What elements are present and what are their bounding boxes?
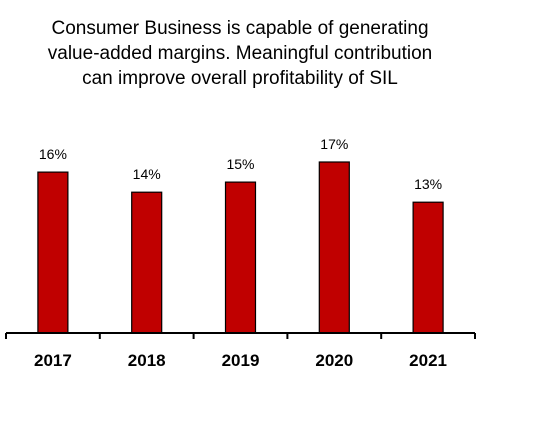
data-label-2017: 16%: [39, 146, 67, 162]
data-label-2018: 14%: [133, 166, 161, 182]
chart-title-line-3: can improve overall profitability of SIL: [82, 68, 398, 89]
data-label-2021: 13%: [414, 176, 442, 192]
x-tick-label-2020: 2020: [315, 351, 353, 370]
x-tick-label-2021: 2021: [409, 351, 447, 370]
data-label-2020: 17%: [320, 136, 348, 152]
x-tick-label-2018: 2018: [128, 351, 166, 370]
x-tick-labels: 2017 2018 2019 2020 2021: [34, 351, 447, 370]
data-labels-layer: 16% 14% 15% 17% 13%: [39, 136, 442, 192]
chart-title-line-1: Consumer Business is capable of generati…: [51, 18, 429, 39]
bar-2020: [318, 161, 350, 334]
x-tick-label-2017: 2017: [34, 351, 72, 370]
data-label-2019: 15%: [226, 156, 254, 172]
chart-title-line-2: value-added margins. Meaningful contribu…: [47, 43, 433, 64]
bars-layer: [37, 161, 444, 334]
bar-2019: [224, 181, 257, 334]
chart-title: Consumer Business is capable of generati…: [0, 16, 480, 91]
bar-2018: [131, 191, 163, 334]
x-axis: [5, 332, 476, 339]
x-tick-label-2019: 2019: [222, 351, 260, 370]
bar-2021: [412, 201, 444, 334]
bar-2017: [37, 171, 69, 334]
